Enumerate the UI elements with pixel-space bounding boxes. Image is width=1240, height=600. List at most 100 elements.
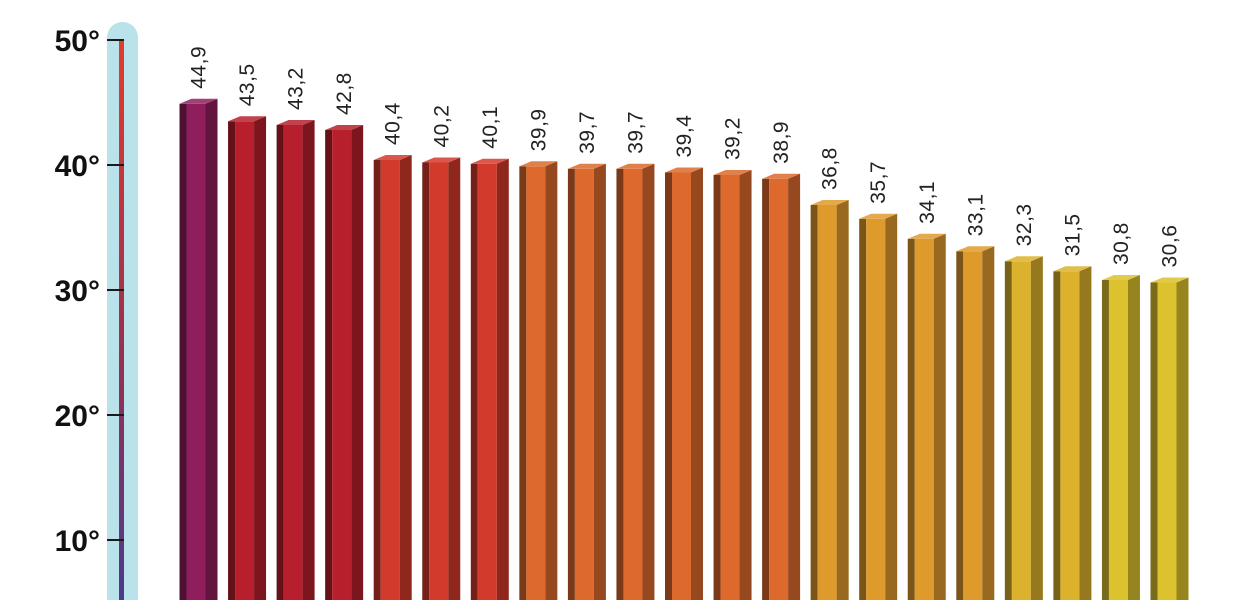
bar-side-face — [933, 233, 946, 600]
y-tick-label: 50° — [55, 25, 100, 58]
bar-value-label: 40,2 — [430, 105, 453, 148]
bar-left-edge — [470, 163, 478, 600]
bar-side-face — [982, 246, 995, 600]
bar-front-face — [963, 251, 983, 600]
bar — [179, 98, 218, 600]
bar-front-face — [1011, 261, 1031, 600]
bar-left-edge — [519, 166, 527, 600]
bar-top-face — [1101, 275, 1140, 280]
bar-left-edge — [713, 175, 721, 600]
bar — [519, 161, 558, 600]
bar-side-face — [739, 170, 752, 600]
bar-top-face — [470, 158, 509, 164]
bar-side-face — [593, 163, 606, 600]
bar-value-label: 40,1 — [479, 106, 502, 149]
bar-front-face — [1157, 282, 1177, 600]
bar — [1053, 266, 1092, 600]
bar-value-label: 30,6 — [1159, 225, 1182, 268]
bar — [810, 200, 849, 600]
bar-left-edge — [1101, 280, 1109, 600]
bar-top-face — [519, 161, 558, 167]
bar-value-label: 39,7 — [624, 111, 647, 154]
bar-side-face — [254, 116, 267, 600]
bar-front-face — [283, 125, 303, 600]
bar-value-label: 39,7 — [576, 111, 599, 154]
bar-left-edge — [325, 130, 333, 600]
bar-value-label: 44,9 — [188, 46, 211, 89]
bar-front-face — [574, 168, 594, 600]
bar-left-edge — [1004, 261, 1012, 600]
bar-side-face — [1079, 266, 1092, 600]
bar — [470, 158, 509, 600]
bar-top-face — [907, 233, 946, 239]
bar — [1101, 275, 1140, 600]
bar-top-face — [422, 157, 461, 163]
bar-left-edge — [422, 162, 430, 600]
bar-front-face — [769, 178, 789, 600]
bar — [616, 163, 655, 600]
bar-side-face — [691, 167, 703, 600]
value-labels: 44,9 43,5 43,2 42,8 40,4 40,2 40,1 39,9 39,7 39,7… — [188, 46, 1182, 268]
bar-front-face — [914, 238, 934, 600]
bar — [325, 125, 364, 600]
y-tick: 20° — [55, 400, 124, 433]
bar-front-face — [186, 103, 206, 600]
bar — [373, 155, 412, 600]
bar-front-face — [380, 160, 400, 600]
bar-side-face — [836, 200, 849, 600]
bar-top-face — [567, 163, 606, 169]
bar-top-face — [276, 120, 315, 125]
bar-value-label: 35,7 — [867, 161, 890, 204]
bar-front-face — [817, 205, 837, 600]
bar-left-edge — [228, 121, 236, 600]
bar — [907, 233, 946, 600]
thermometer-mercury — [119, 40, 124, 600]
bar-top-face — [665, 167, 703, 173]
bar-top-face — [1150, 277, 1189, 283]
bar-value-label: 32,3 — [1013, 203, 1036, 246]
bar-left-edge — [373, 160, 381, 600]
bar — [713, 170, 752, 600]
bar-side-face — [399, 155, 412, 600]
bar-front-face — [526, 166, 546, 600]
thermometer-axis — [107, 22, 138, 600]
bar — [422, 157, 461, 600]
bar-top-face — [713, 170, 752, 175]
bar — [1150, 277, 1189, 600]
bar-value-label: 34,1 — [916, 181, 939, 224]
bar-top-face — [373, 155, 412, 160]
bar-top-face — [810, 200, 849, 205]
bar-side-face — [205, 98, 218, 600]
bar-top-face — [179, 98, 218, 104]
y-tick: 40° — [55, 150, 124, 183]
bar — [567, 163, 606, 600]
bar-top-face — [228, 116, 267, 122]
bar-side-face — [545, 161, 558, 600]
bar-side-face — [1127, 275, 1140, 600]
y-tick: 50° — [55, 25, 124, 58]
bar-value-label: 39,2 — [722, 117, 745, 160]
bar — [956, 246, 995, 600]
y-axis-ticks: 10° 20° 30° 40° 50° — [55, 25, 124, 558]
bar-value-label: 43,2 — [285, 67, 308, 110]
bar-front-face — [332, 130, 352, 600]
bars — [179, 98, 1189, 600]
bar-top-face — [956, 246, 995, 252]
bar-left-edge — [956, 251, 964, 600]
bar-front-face — [235, 121, 255, 600]
bar — [762, 173, 801, 600]
y-tick-label: 40° — [55, 150, 100, 183]
bar-value-label: 39,9 — [527, 108, 550, 151]
bar — [276, 120, 315, 600]
bar-value-label: 40,4 — [382, 102, 405, 145]
bar-top-face — [762, 173, 801, 179]
bar-top-face — [325, 125, 364, 130]
bar-value-label: 39,4 — [673, 115, 696, 158]
y-tick-label: 20° — [55, 400, 100, 433]
bar-value-label: 36,8 — [819, 147, 842, 190]
bar-left-edge — [179, 103, 187, 600]
y-tick: 30° — [55, 275, 124, 308]
bar-value-label: 42,8 — [333, 72, 356, 115]
bar-front-face — [1060, 271, 1080, 600]
